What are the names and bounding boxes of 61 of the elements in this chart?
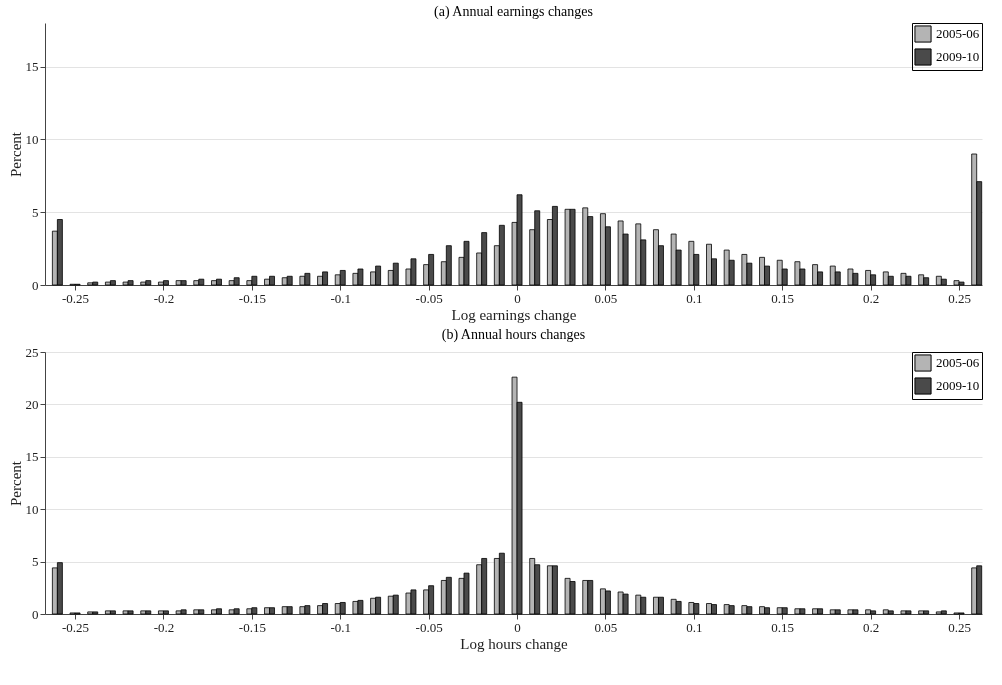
y-tick-label: 15 [25,59,39,75]
bar [87,611,94,615]
bar [246,608,253,615]
x-tick-label: -0.2 [153,290,175,306]
x-tick-label: 0.1 [686,290,703,306]
bar [87,282,94,286]
y-axis-title: Percent [7,131,24,177]
legend-label: 2005-06 [936,26,980,41]
y-tick-label: 5 [32,204,39,220]
x-tick-label: 0.1 [686,619,703,635]
x-tick-label: -0.1 [330,619,352,635]
x-tick-label: -0.1 [330,290,352,306]
bar [918,610,925,615]
chart-title: (a) Annual earnings changes [434,3,593,20]
bar [971,153,978,286]
x-tick-label: 0.05 [594,619,618,635]
y-tick-label: 0 [32,606,39,622]
x-tick-label: 0.2 [863,290,880,306]
bar [635,223,642,286]
y-tick-label: 25 [25,344,39,360]
x-tick-label: -0.05 [415,619,443,635]
bar [865,609,872,615]
x-tick-label: -0.05 [415,290,443,306]
x-tick-label: -0.25 [62,290,90,306]
y-tick-label: 20 [25,396,39,412]
y-tick-label: 10 [25,501,39,517]
y-tick-label: 0 [32,277,39,293]
bar [865,270,872,286]
x-tick-label: -0.15 [238,619,266,635]
bar [688,240,695,286]
x-tick-label: 0.2 [863,619,880,635]
y-axis-title: Percent [7,460,24,506]
bar [140,610,147,615]
y-tick-label: 15 [25,449,39,465]
x-tick-label: 0.15 [771,619,795,635]
x-tick-label: 0 [514,290,521,306]
legend-label: 2009-10 [936,49,980,64]
bar [582,207,589,286]
y-tick-label: 5 [32,554,39,570]
y-tick-label: 10 [25,131,39,147]
x-tick-label: -0.2 [153,619,175,635]
x-tick-label: 0.25 [948,619,971,635]
x-tick-label: 0.15 [771,290,795,306]
x-tick-label: 0 [514,619,521,635]
legend-label: 2009-10 [936,378,980,393]
bar [688,602,695,615]
x-tick-label: 0.05 [594,290,618,306]
legend-label: 2005-06 [936,355,980,370]
chart-title: (b) Annual hours changes [441,327,586,343]
bar [193,609,200,615]
x-tick-label: 0.25 [948,290,971,306]
bar [635,594,642,615]
bar [918,274,925,286]
x-tick-label: -0.15 [238,290,266,306]
bar [246,280,253,286]
bar [423,589,430,615]
x-tick-label: -0.25 [62,619,90,635]
bar [140,281,147,286]
x-axis-title: Log earnings change [451,306,577,323]
x-axis-title: Log hours change [460,635,569,652]
bar [193,280,200,286]
